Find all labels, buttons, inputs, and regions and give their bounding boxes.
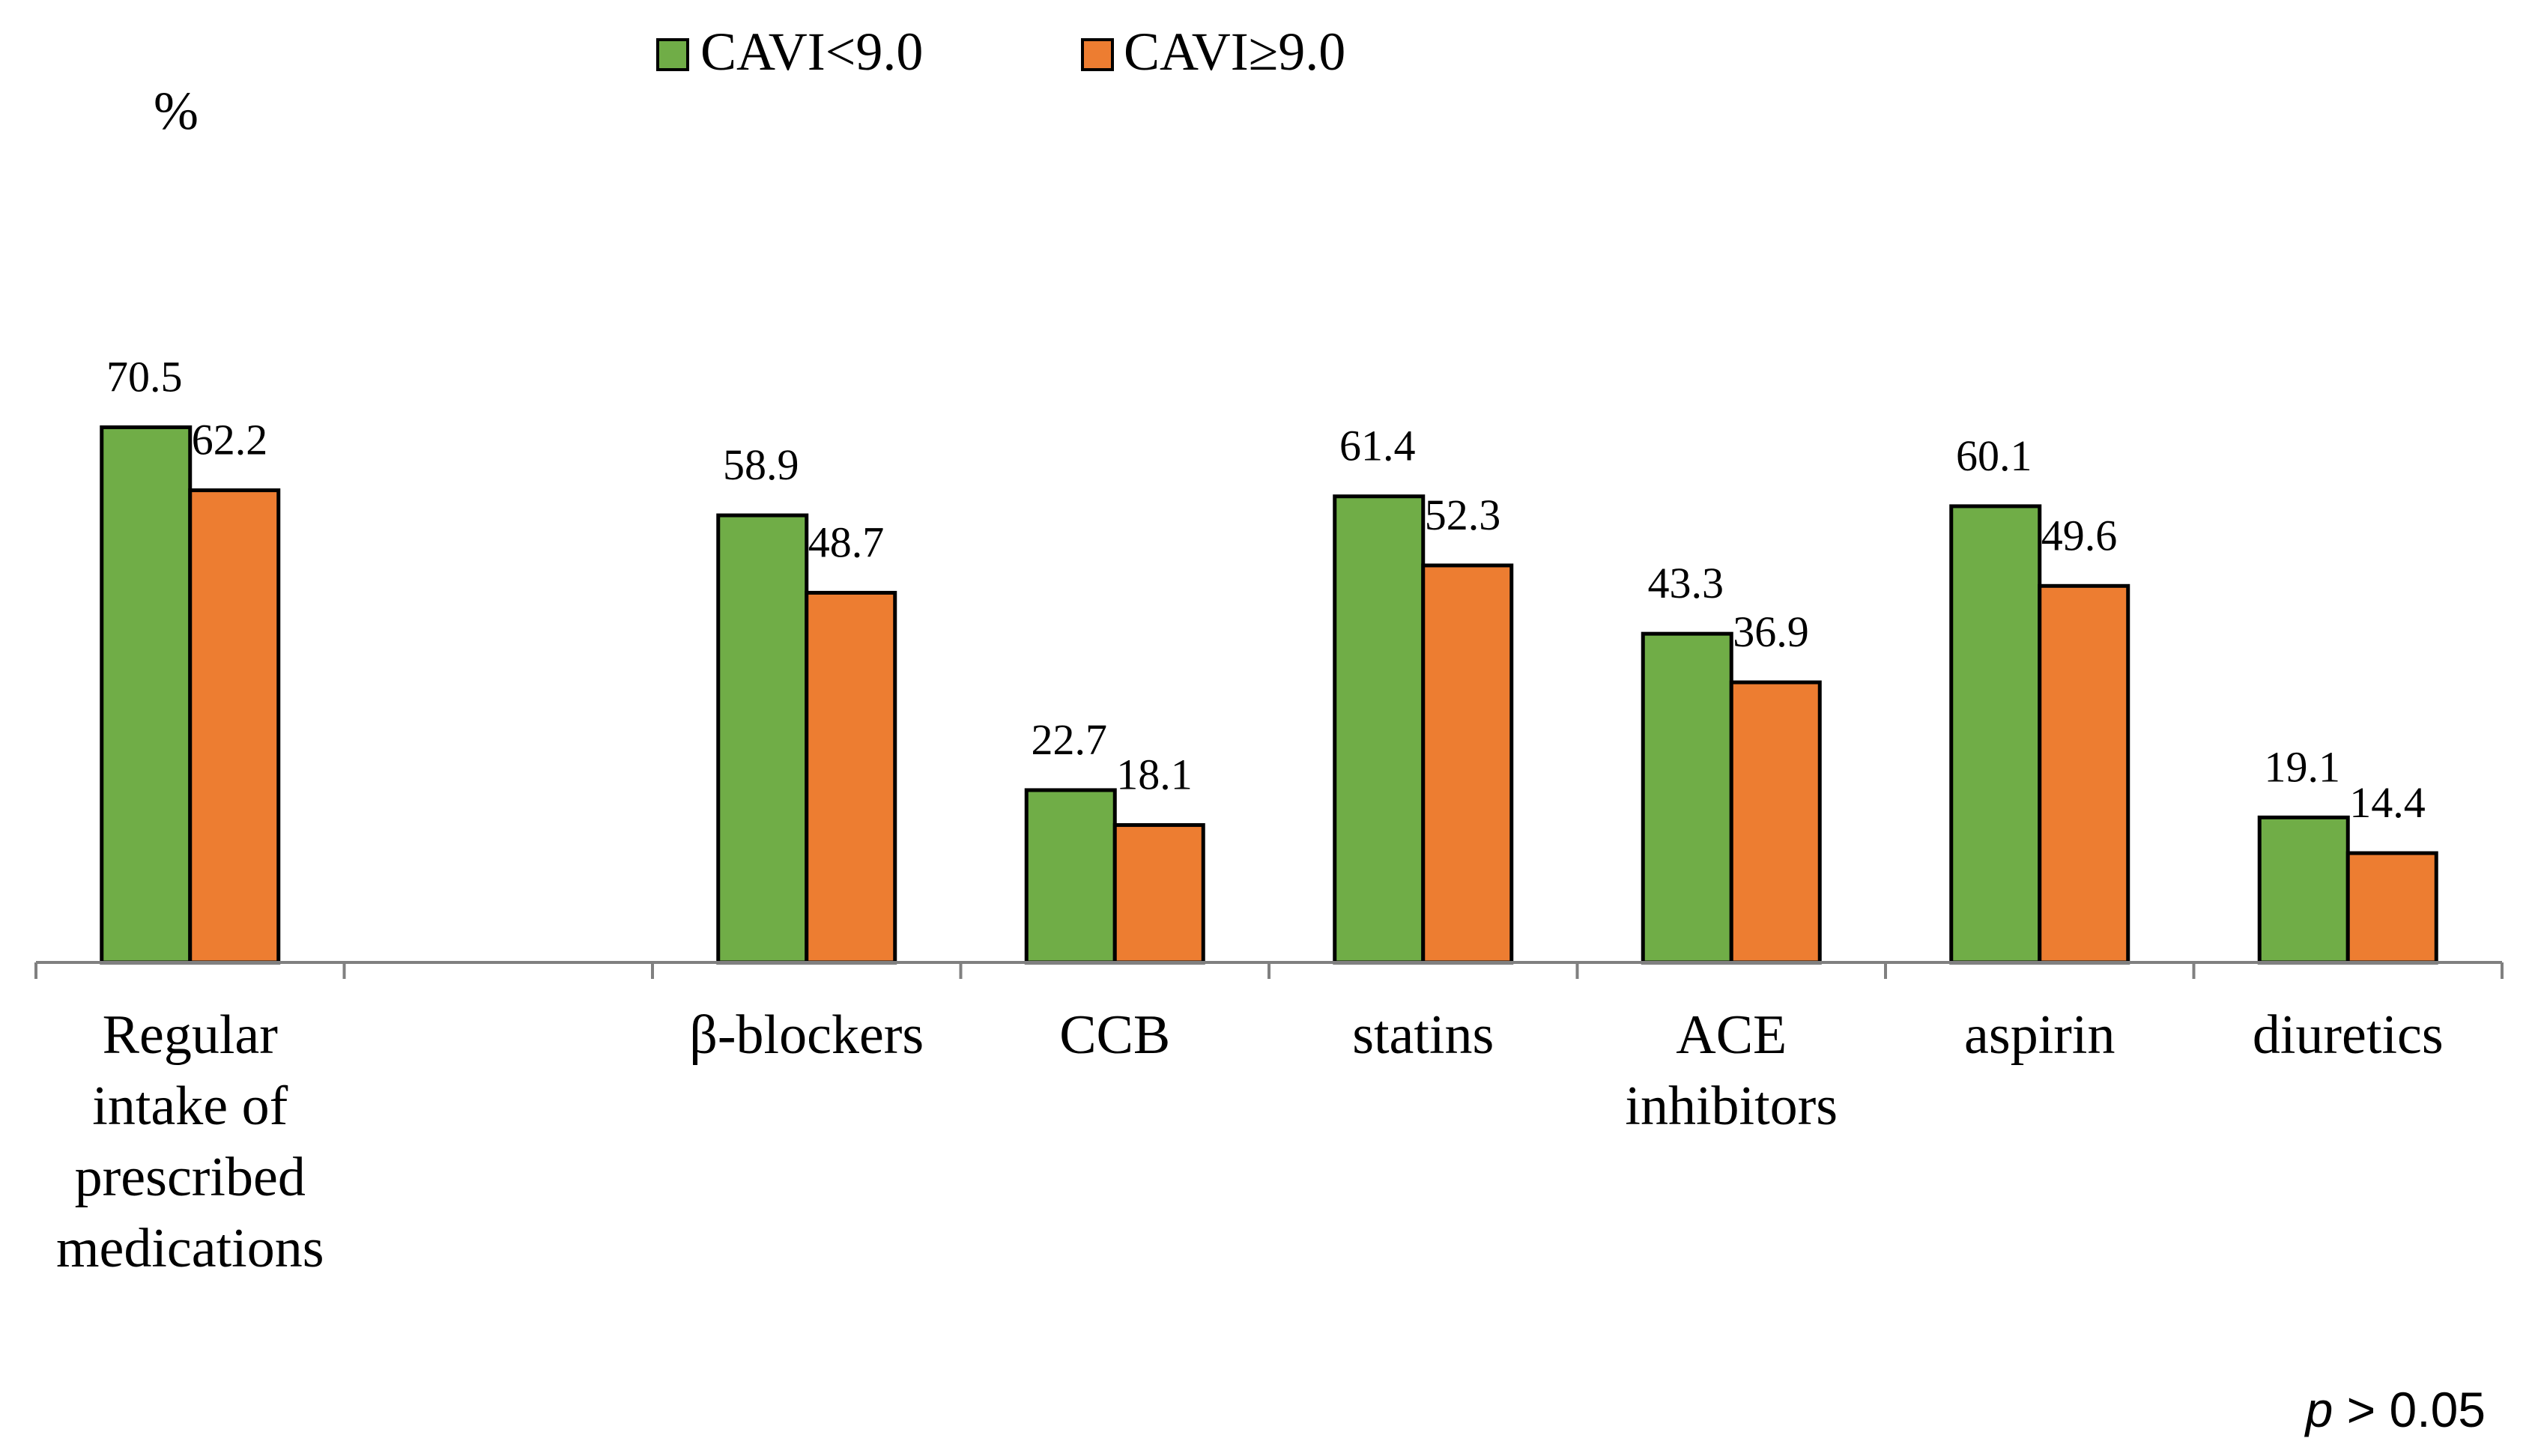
- category-labels: Regular intake of prescribed medications β-b…: [56, 1004, 2444, 1279]
- bars: [100, 425, 2438, 965]
- data-label: 19.1: [2265, 742, 2341, 791]
- category-label: Regular: [103, 1004, 278, 1066]
- bar-cavi-high: [1112, 823, 1205, 965]
- legend-label-cavi-high: CAVI≥9.0: [1124, 22, 1345, 82]
- category-label: CCB: [1059, 1004, 1170, 1066]
- category-label: prescribed: [75, 1147, 306, 1208]
- category-label: medications: [56, 1218, 324, 1279]
- category-label: diuretics: [2253, 1004, 2444, 1066]
- data-label: 22.7: [1032, 715, 1108, 764]
- data-label: 36.9: [1733, 607, 1809, 656]
- category-label: ACE: [1676, 1004, 1787, 1066]
- legend: CAVI<9.0 CAVI≥9.0: [656, 22, 1345, 82]
- bar-cavi-low: [716, 513, 809, 965]
- data-label: 62.2: [192, 416, 268, 464]
- bar-cavi-high: [805, 590, 897, 965]
- bar-cavi-low: [1949, 504, 2042, 965]
- data-label: 49.6: [2041, 511, 2118, 559]
- bar-cavi-high: [188, 488, 281, 965]
- bar-cavi-low: [1641, 631, 1733, 965]
- bar-cavi-high: [2345, 851, 2438, 965]
- value-labels: 70.562.2 58.948.7 22.718.1 61.452.3 43.336.9…: [106, 352, 2426, 827]
- p-value-text: > 0.05: [2333, 1382, 2486, 1437]
- data-label: 70.5: [106, 352, 183, 401]
- bar-cavi-low: [2257, 815, 2350, 965]
- category-label: β-blockers: [689, 1004, 924, 1066]
- category-label: aspirin: [1964, 1004, 2115, 1066]
- data-label: 48.7: [808, 518, 885, 566]
- p-value-italic: p: [2304, 1382, 2333, 1437]
- data-label: 52.3: [1425, 491, 1501, 539]
- legend-label-cavi-low: CAVI<9.0: [700, 22, 923, 82]
- bar-cavi-high: [1421, 563, 1514, 965]
- y-axis-label: %: [154, 81, 199, 141]
- legend-swatch-cavi-high: [1081, 38, 1114, 71]
- bar-cavi-low: [100, 425, 193, 965]
- category-label: statins: [1352, 1004, 1494, 1066]
- data-label: 60.1: [1956, 431, 2032, 480]
- bar-cavi-low: [1333, 494, 1426, 965]
- legend-swatch-cavi-low: [656, 38, 689, 71]
- x-axis-ticks: [34, 962, 2504, 979]
- bar-cavi-low: [1024, 788, 1117, 965]
- data-label: 58.9: [723, 440, 799, 489]
- category-label: inhibitors: [1625, 1076, 1838, 1137]
- category-label: intake of: [92, 1076, 288, 1137]
- bar-cavi-high: [1729, 680, 1822, 965]
- data-label: 18.1: [1116, 750, 1193, 799]
- bar-cavi-high: [2038, 583, 2130, 965]
- data-label: 61.4: [1339, 422, 1416, 470]
- data-label: 14.4: [2349, 778, 2426, 827]
- p-value-annotation: p > 0.05: [2304, 1382, 2486, 1437]
- data-label: 43.3: [1648, 559, 1724, 607]
